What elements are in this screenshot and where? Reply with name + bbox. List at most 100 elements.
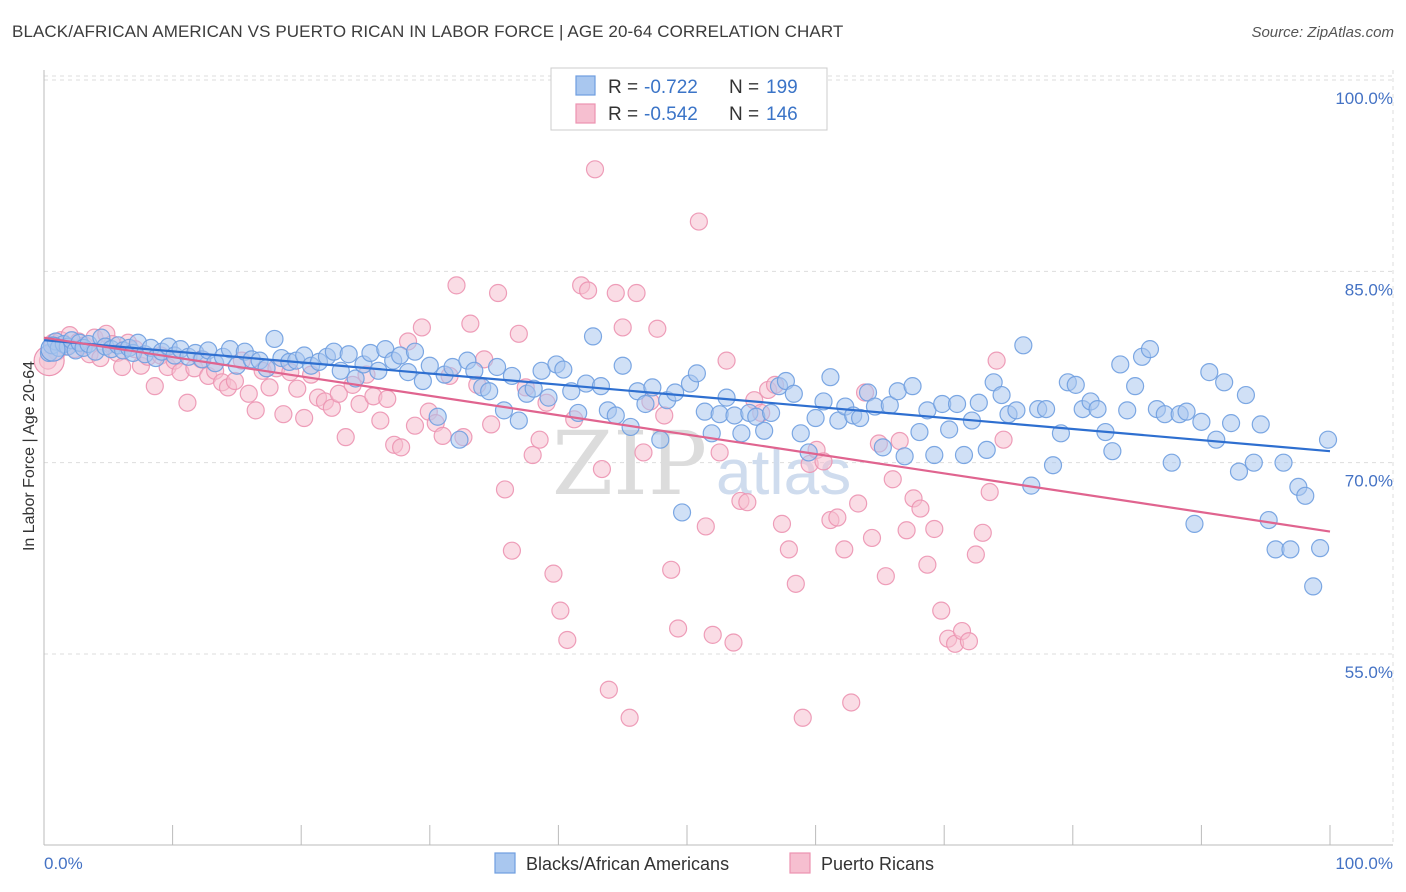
black-point-74 xyxy=(524,379,543,398)
puerto-rican-point-75 xyxy=(523,445,542,465)
black-point-144 xyxy=(1043,456,1063,475)
correlation-legend: R = -0.722 N = 199 R = -0.542 N = 146 xyxy=(550,67,828,131)
black-point-82 xyxy=(583,327,603,346)
black-point-154 xyxy=(1118,401,1137,420)
black-point-78 xyxy=(554,360,573,379)
black-point-130 xyxy=(940,420,959,439)
puerto-rican-point-25 xyxy=(178,393,197,412)
black-point-70 xyxy=(494,401,514,420)
y-tick-label-0: 55.0% xyxy=(1345,663,1393,682)
series-swatch-puerto-ricans xyxy=(789,852,811,874)
black-point-137 xyxy=(992,385,1011,405)
puerto-rican-point-83 xyxy=(578,281,598,300)
black-point-162 xyxy=(1177,402,1196,421)
black-points xyxy=(39,327,1338,596)
puerto-rican-point-139 xyxy=(966,545,985,564)
puerto-rican-point-121 xyxy=(842,693,861,712)
y-tick-label-2: 85.0% xyxy=(1345,280,1393,299)
black-point-124 xyxy=(895,447,914,466)
puerto-rican-point-140 xyxy=(973,523,992,542)
x-tick-labels: 0.0% 100.0% xyxy=(44,854,1393,873)
puerto-rican-point-141 xyxy=(980,482,999,502)
puerto-rican-point-35 xyxy=(246,401,265,420)
black-point-166 xyxy=(1207,430,1226,449)
legend-r-value-1: -0.722 xyxy=(644,77,698,98)
chart-source: Source: ZipAtlas.com xyxy=(1251,24,1394,41)
black-point-132 xyxy=(954,445,974,465)
puerto-rican-point-69 xyxy=(482,415,501,434)
black-point-175 xyxy=(1274,453,1293,472)
puerto-rican-point-62 xyxy=(433,426,452,445)
black-point-89 xyxy=(636,394,655,414)
puerto-rican-point-143 xyxy=(994,430,1013,449)
puerto-rican-point-47 xyxy=(329,384,348,403)
puerto-rican-point-132 xyxy=(918,555,937,574)
black-point-113 xyxy=(814,392,833,411)
trend-lines xyxy=(43,336,1331,533)
black-point-181 xyxy=(1318,430,1338,449)
black-point-153 xyxy=(1111,355,1130,374)
puerto-rican-point-70 xyxy=(488,283,508,303)
black-point-163 xyxy=(1185,514,1204,533)
legend-n-value-2: 146 xyxy=(766,104,798,125)
black-point-165 xyxy=(1200,363,1219,382)
puerto-rican-point-50 xyxy=(350,394,369,414)
puerto-rican-point-71 xyxy=(495,480,515,499)
black-point-168 xyxy=(1221,414,1241,433)
y-tick-labels: 55.0% 70.0% 85.0% 100.0% xyxy=(1335,89,1393,682)
puerto-rican-point-95 xyxy=(662,560,681,579)
black-point-169 xyxy=(1229,462,1249,481)
black-point-164 xyxy=(1192,412,1211,431)
black-point-58 xyxy=(405,342,425,361)
axes xyxy=(43,70,1393,846)
puerto-rican-point-89 xyxy=(620,708,639,727)
black-point-109 xyxy=(784,384,803,403)
black-point-91 xyxy=(651,430,670,449)
black-point-160 xyxy=(1162,453,1181,472)
black-point-178 xyxy=(1296,486,1315,505)
series-swatch-blacks xyxy=(494,852,516,874)
black-point-60 xyxy=(420,356,439,375)
black-point-81 xyxy=(576,374,596,393)
x-tick-label-1: 100.0% xyxy=(1335,854,1393,873)
black-point-39 xyxy=(265,329,284,349)
puerto-rican-point-72 xyxy=(502,541,522,560)
puerto-rican-point-129 xyxy=(897,521,916,540)
trend-line-blacks xyxy=(43,339,1331,453)
black-point-135 xyxy=(977,440,996,460)
black-point-52 xyxy=(361,343,380,363)
puerto-rican-point-37 xyxy=(260,378,279,397)
black-point-101 xyxy=(725,406,744,425)
puerto-rican-point-56 xyxy=(392,438,411,457)
puerto-rican-point-78 xyxy=(544,564,563,583)
black-point-150 xyxy=(1088,399,1107,419)
black-point-180 xyxy=(1311,539,1330,558)
black-point-173 xyxy=(1259,510,1278,530)
puerto-rican-point-73 xyxy=(509,324,528,343)
black-point-110 xyxy=(791,424,810,443)
legend-r-label-1: R = xyxy=(608,77,638,98)
puerto-rican-point-87 xyxy=(606,283,625,303)
y-axis-title: In Labor Force | Age 20-64 xyxy=(21,361,38,551)
black-point-102 xyxy=(732,424,751,443)
puerto-rican-point-111 xyxy=(772,514,792,533)
black-point-61 xyxy=(428,407,447,426)
legend-r-value-2: -0.542 xyxy=(644,104,698,125)
x-tick-label-0: 0.0% xyxy=(44,854,83,873)
puerto-rican-point-48 xyxy=(336,428,355,447)
black-point-53 xyxy=(369,361,388,380)
black-point-69 xyxy=(487,357,507,377)
puerto-rican-point-93 xyxy=(648,319,667,338)
puerto-rican-point-133 xyxy=(925,519,944,539)
puerto-rican-point-102 xyxy=(710,443,729,462)
puerto-rican-point-104 xyxy=(724,633,743,652)
black-point-56 xyxy=(391,346,410,365)
legend-swatch-pink xyxy=(575,103,596,124)
trend-line-puerto-ricans xyxy=(43,336,1331,533)
puerto-rican-point-84 xyxy=(585,160,605,179)
puerto-rican-point-91 xyxy=(634,443,653,462)
y-tick-label-3: 100.0% xyxy=(1335,89,1393,108)
chart-title: BLACK/AFRICAN AMERICAN VS PUERTO RICAN I… xyxy=(12,22,844,41)
puerto-rican-point-112 xyxy=(779,540,798,559)
puerto-rican-point-90 xyxy=(627,283,646,303)
